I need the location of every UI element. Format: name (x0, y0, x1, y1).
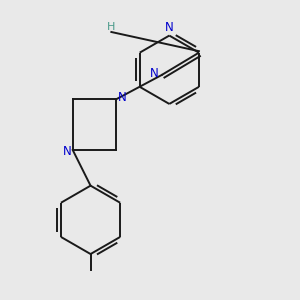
Text: H: H (107, 22, 116, 32)
Text: N: N (150, 67, 159, 80)
Text: N: N (63, 145, 72, 158)
Text: N: N (118, 92, 127, 104)
Text: N: N (165, 21, 174, 34)
